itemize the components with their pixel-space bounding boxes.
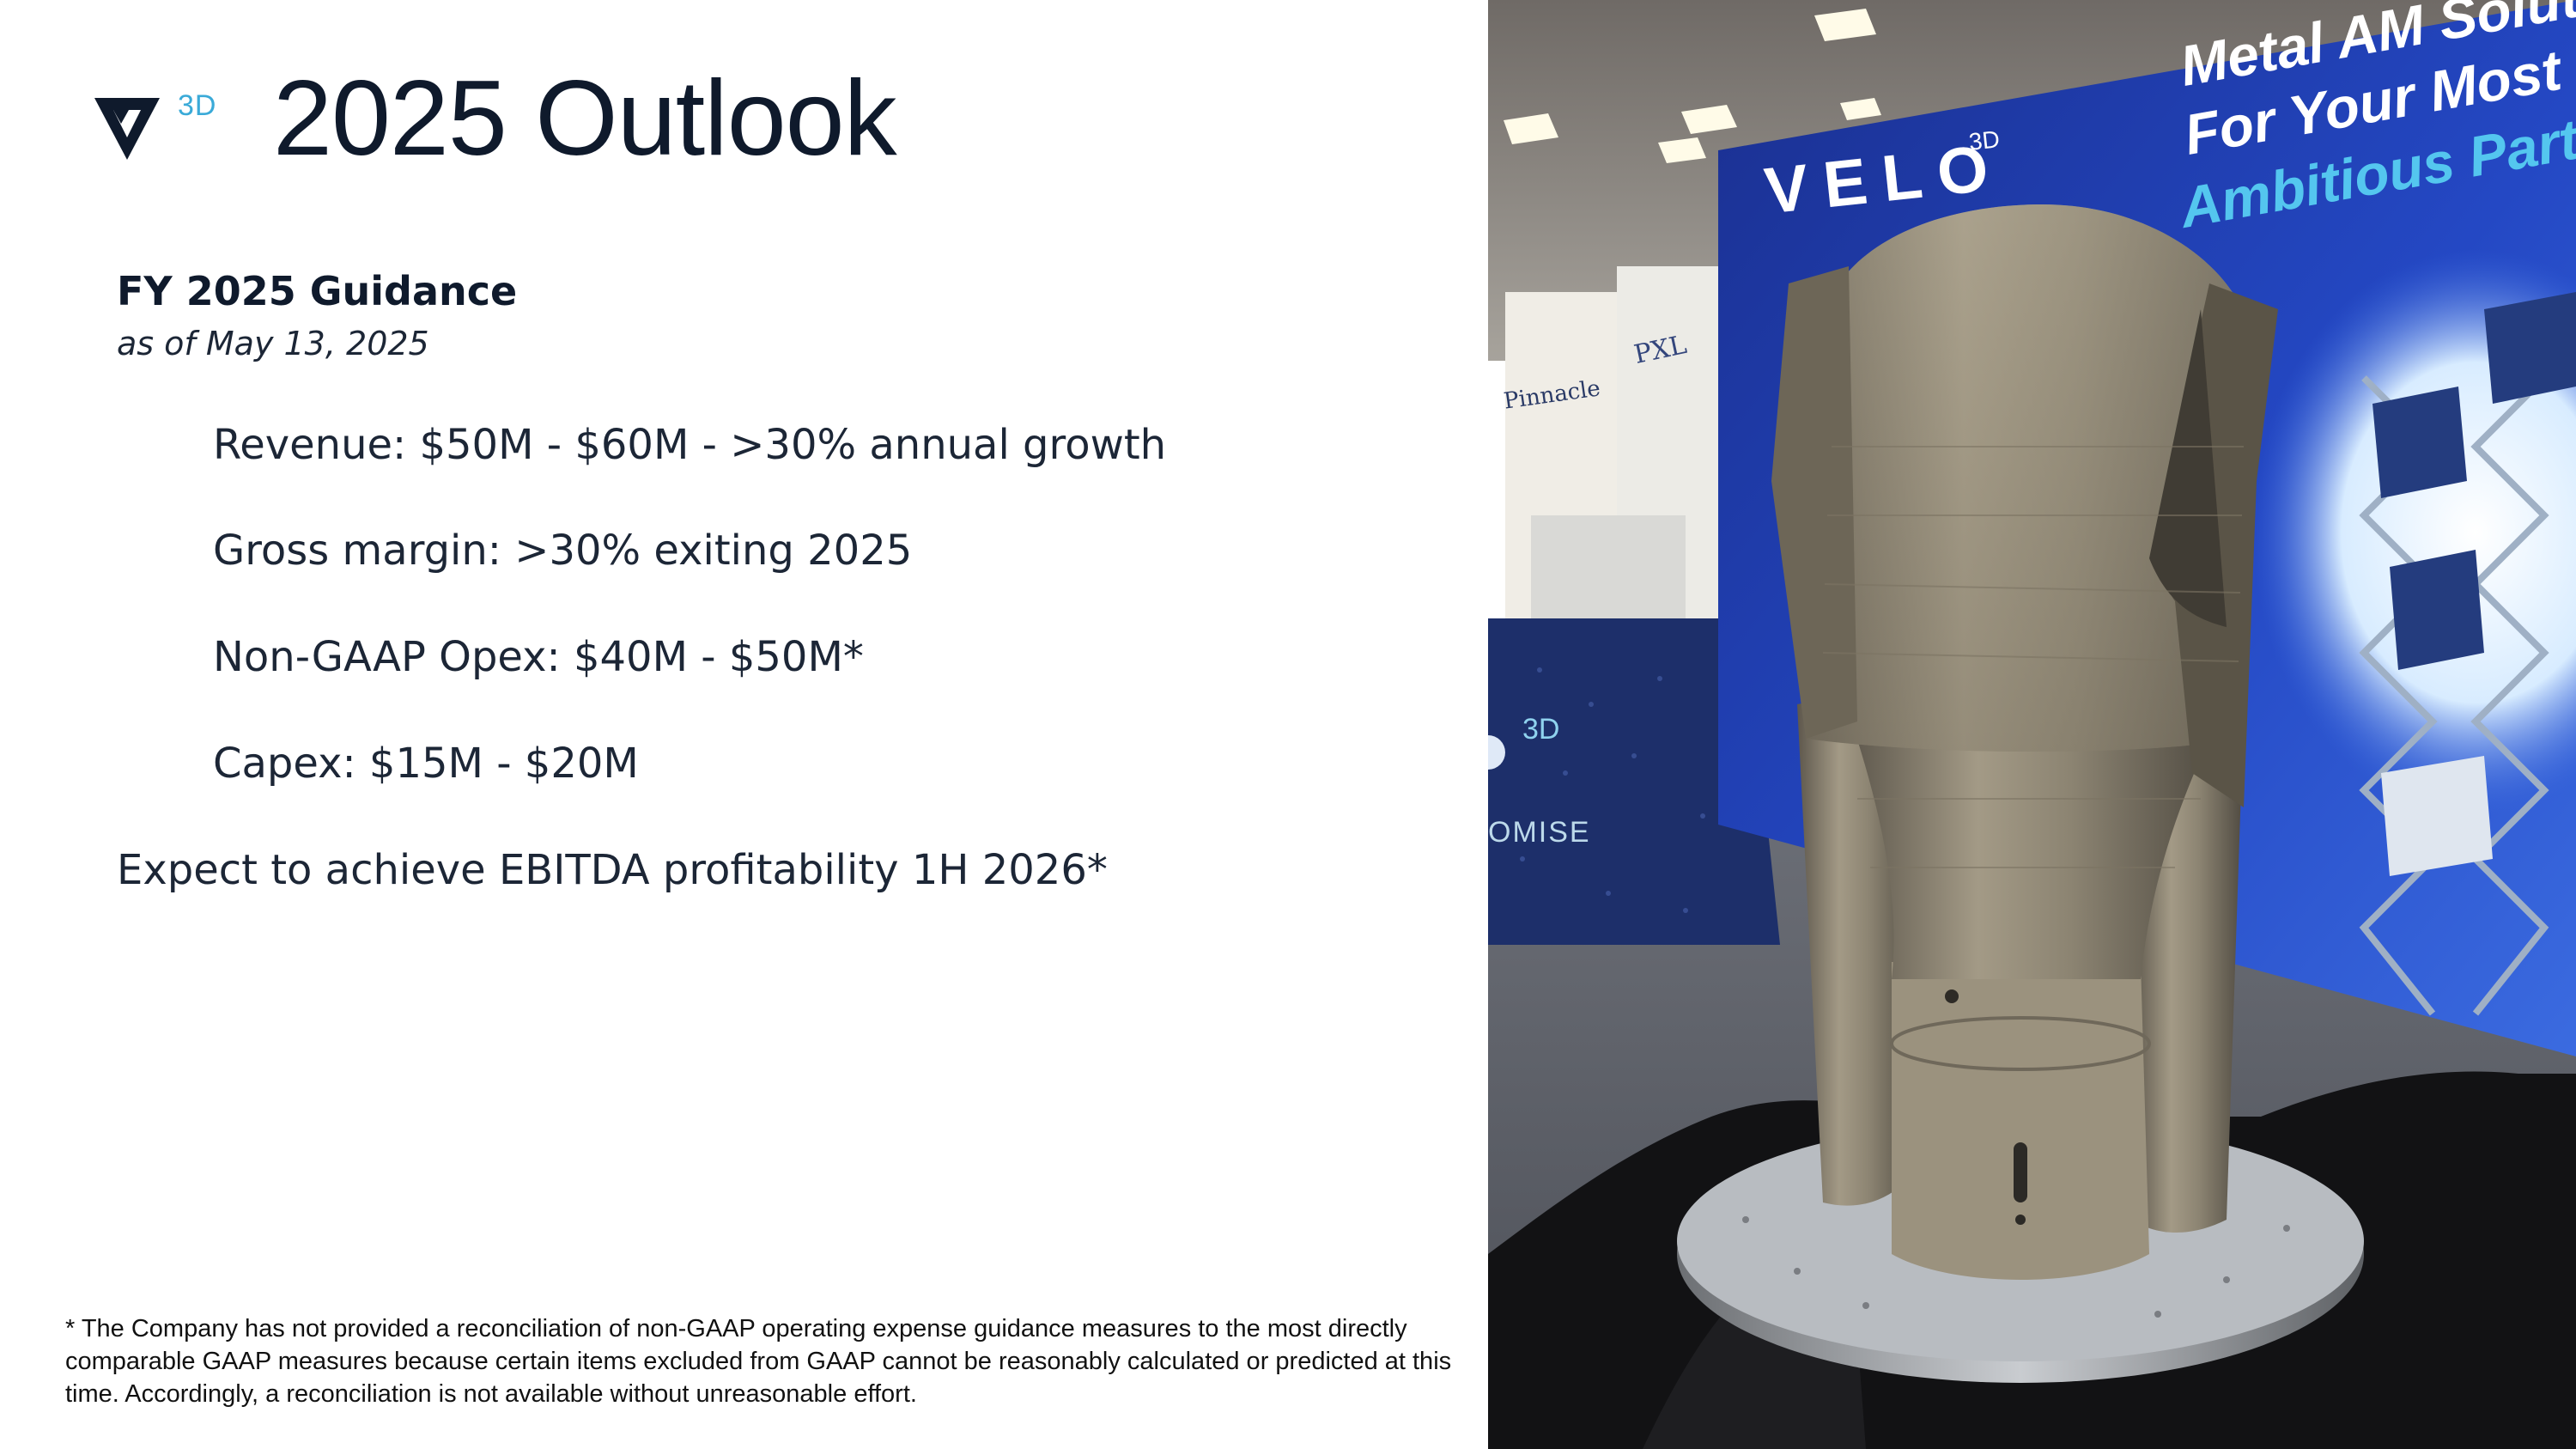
text-panel: 3D 2025 Outlook FY 2025 Guidance as of M… bbox=[65, 59, 1452, 1408]
guidance-ebitda: Expect to achieve EBITDA profitability 1… bbox=[117, 846, 1108, 894]
guidance-date: as of May 13, 2025 bbox=[117, 325, 429, 362]
booth-logo-3d: 3D bbox=[1967, 125, 2002, 155]
booth-photo-illustration bbox=[1488, 0, 2576, 1449]
guidance-revenue: Revenue: $50M - $60M - >30% annual growt… bbox=[213, 421, 1167, 469]
logo-3d-suffix: 3D bbox=[178, 89, 217, 122]
guidance-opex: Non-GAAP Opex: $40M - $50M* bbox=[213, 633, 864, 681]
table-cloth-3d: 3D bbox=[1522, 713, 1560, 746]
footnote: * The Company has not provided a reconci… bbox=[65, 1315, 1452, 1408]
table-cloth-text: OMISE bbox=[1488, 816, 1591, 849]
page-title: 2025 Outlook bbox=[273, 59, 897, 178]
velo-v-logo-icon bbox=[94, 98, 160, 160]
booth-photo: Metal AM Solut For Your Most Ambitious P… bbox=[1488, 0, 2576, 1449]
guidance-gross-margin: Gross margin: >30% exiting 2025 bbox=[213, 527, 913, 575]
guidance-heading: FY 2025 Guidance bbox=[117, 268, 518, 314]
guidance-capex: Capex: $15M - $20M bbox=[213, 740, 639, 788]
